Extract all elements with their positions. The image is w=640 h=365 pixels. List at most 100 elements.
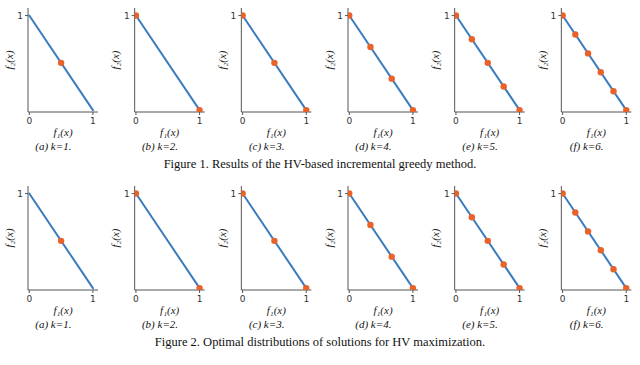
y-axis-label: f₂(x) — [323, 228, 336, 247]
y-axis-line — [348, 186, 349, 290]
solution-point — [410, 107, 416, 112]
x-tick — [199, 290, 200, 293]
x-tick-label: 0 — [453, 294, 459, 304]
x-axis-line — [28, 112, 98, 113]
solution-point — [271, 60, 277, 66]
x-axis-label: f₁(x) — [373, 304, 392, 317]
solution-point — [469, 214, 475, 220]
solution-point — [585, 228, 591, 234]
y-axis-line — [241, 186, 242, 290]
x-tick-label: 0 — [560, 116, 566, 126]
y-tick-label: 1 — [124, 11, 130, 21]
y-axis-label: f₂(x) — [216, 50, 229, 69]
subplot-label: (d) k=4. — [355, 318, 391, 331]
solution-point — [561, 190, 565, 196]
y-tick-label: 1 — [551, 189, 557, 199]
x-tick-label: 1 — [517, 294, 523, 304]
y-axis-label: f₂(x) — [429, 228, 442, 247]
solution-point — [469, 36, 475, 42]
x-axis-line — [348, 112, 418, 113]
y-tick-label: 1 — [444, 11, 450, 21]
x-tick — [562, 112, 563, 115]
solution-point — [485, 60, 491, 66]
y-tick — [238, 15, 241, 16]
x-tick — [349, 290, 350, 293]
solution-point — [58, 60, 64, 66]
solution-point — [241, 190, 245, 196]
figure-caption: Figure 1. Results of the HV-based increm… — [164, 157, 477, 171]
x-axis-line — [561, 290, 631, 291]
figure: 011f₁(x)f₂(x)(a) k=1.011f₁(x)f₂(x)(b) k=… — [0, 0, 640, 365]
y-axis-line — [28, 8, 29, 112]
subplot: 011f₁(x)f₂(x)(a) k=1. — [3, 8, 98, 153]
solution-point — [367, 222, 373, 228]
x-axis-label: f₁(x) — [587, 304, 606, 317]
solution-point — [561, 12, 565, 18]
solution-point — [196, 285, 202, 290]
subplot: 011f₁(x)f₂(x)(c) k=3. — [216, 186, 311, 331]
y-tick — [558, 193, 561, 194]
solution-point — [623, 285, 629, 290]
subplot-label: (c) k=3. — [249, 318, 285, 331]
x-tick — [349, 112, 350, 115]
solution-point — [500, 83, 506, 89]
subplot-label: (a) k=1. — [35, 318, 71, 331]
plot-area — [348, 12, 416, 112]
x-tick — [135, 290, 136, 293]
x-axis-label: f₁(x) — [373, 126, 392, 139]
x-axis-label: f₁(x) — [267, 304, 286, 317]
subplot-label: (b) k=2. — [142, 140, 178, 153]
plot-area — [29, 16, 93, 111]
x-axis-label: f₁(x) — [480, 304, 499, 317]
solution-point — [610, 88, 616, 94]
solution-point — [572, 209, 578, 215]
x-axis-label: f₁(x) — [160, 304, 179, 317]
x-tick — [135, 112, 136, 115]
y-axis-line — [561, 8, 562, 112]
plot-area — [348, 190, 416, 290]
solution-point — [598, 247, 604, 253]
subplot-label: (e) k=5. — [462, 318, 498, 331]
x-tick — [519, 112, 520, 115]
x-tick — [306, 112, 307, 115]
subplot-label: (c) k=3. — [249, 140, 285, 153]
subplot-label: (f) k=6. — [570, 140, 604, 153]
x-tick-label: 1 — [517, 116, 523, 126]
subplot: 011f₁(x)f₂(x)(d) k=4. — [323, 8, 418, 153]
y-axis-label: f₂(x) — [429, 50, 442, 69]
y-tick-label: 1 — [231, 11, 237, 21]
front-line — [243, 16, 307, 111]
figure-caption: Figure 2. Optimal distributions of solut… — [155, 335, 485, 349]
y-axis-line — [454, 186, 455, 290]
y-tick — [558, 15, 561, 16]
plot-area — [561, 190, 629, 290]
x-tick — [626, 112, 627, 115]
x-axis-label: f₁(x) — [53, 304, 72, 317]
x-axis-line — [28, 290, 98, 291]
y-axis-line — [348, 8, 349, 112]
x-tick-label: 1 — [623, 294, 629, 304]
subplot: 011f₁(x)f₂(x)(d) k=4. — [323, 186, 418, 331]
x-tick — [455, 290, 456, 293]
solution-point — [303, 107, 309, 112]
x-tick-label: 0 — [133, 294, 139, 304]
solution-point — [598, 69, 604, 75]
solution-point — [135, 12, 139, 18]
y-tick-label: 1 — [17, 189, 23, 199]
solution-point — [485, 238, 491, 244]
x-axis-line — [455, 290, 525, 291]
y-tick-label: 1 — [337, 11, 343, 21]
y-axis-label: f₂(x) — [323, 50, 336, 69]
solution-point — [389, 253, 395, 259]
x-tick — [562, 290, 563, 293]
y-axis-label: f₂(x) — [3, 50, 16, 69]
y-axis-label: f₂(x) — [109, 228, 122, 247]
solution-point — [241, 12, 245, 18]
solution-point — [410, 285, 416, 290]
y-tick-label: 1 — [17, 11, 23, 21]
solution-point — [348, 190, 352, 196]
plot-area — [241, 190, 309, 290]
plot-area — [135, 190, 203, 290]
x-tick-label: 1 — [303, 294, 309, 304]
x-tick — [306, 290, 307, 293]
